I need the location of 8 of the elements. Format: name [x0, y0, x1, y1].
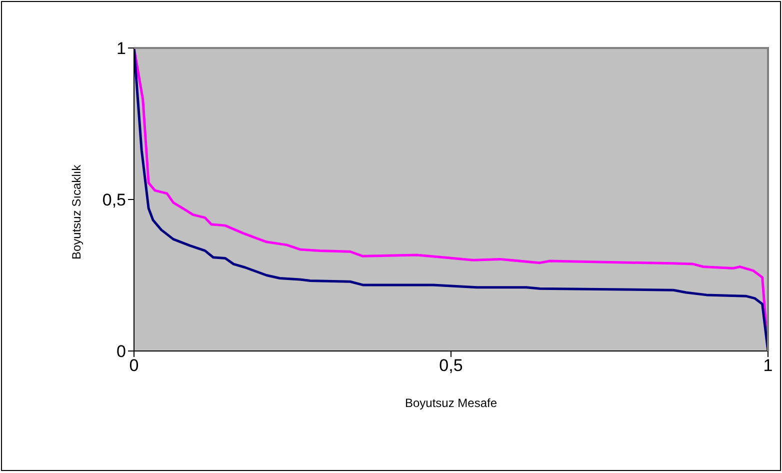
y-tick-label: 0,5 [102, 190, 126, 210]
x-tick-label: 1 [763, 356, 773, 376]
x-tick-label: 0 [129, 356, 139, 376]
x-axis-title: Boyutsuz Mesafe [404, 396, 498, 410]
x-tick-label: 0,5 [439, 356, 463, 376]
y-tick-label: 1 [116, 39, 126, 58]
y-axis-title: Boyutsuz Sıcaklık [69, 164, 84, 260]
y-tick-label: 0 [116, 342, 126, 362]
